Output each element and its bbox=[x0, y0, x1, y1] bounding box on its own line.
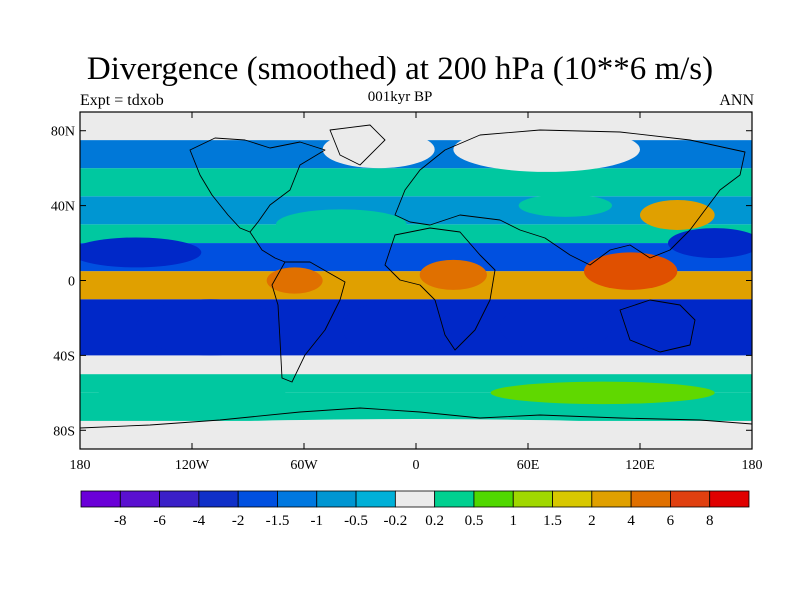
field-feature-15 bbox=[80, 419, 752, 449]
lat-tick-label-4: 80S bbox=[53, 424, 75, 439]
colorbar-label-10: 1 bbox=[509, 513, 517, 529]
field-band-8 bbox=[80, 196, 752, 225]
colorbar-swatch-8 bbox=[394, 490, 436, 508]
field-feature-4 bbox=[668, 228, 752, 259]
experiment-label: Expt = tdxob bbox=[80, 92, 164, 109]
coast-greenland bbox=[329, 124, 386, 166]
field-feature-12 bbox=[490, 381, 715, 405]
lon-tick-label-1: 120W bbox=[175, 458, 210, 473]
colorbar-label-5: -1 bbox=[311, 513, 324, 529]
colorbar-swatch-7 bbox=[355, 490, 396, 508]
colorbar-label-8: 0.2 bbox=[425, 513, 444, 529]
colorbar-swatch-4 bbox=[237, 490, 278, 508]
colorbar-label-3: -2 bbox=[232, 513, 245, 529]
colorbar-swatch-16 bbox=[709, 490, 750, 508]
colorbar-label-0: -8 bbox=[114, 513, 127, 529]
colorbar-label-11: 1.5 bbox=[543, 513, 562, 529]
coastlines bbox=[80, 124, 752, 429]
coast-australia bbox=[619, 299, 696, 353]
colorbar-label-15: 8 bbox=[706, 513, 714, 529]
coast-africa bbox=[384, 227, 496, 351]
colorbar-swatch-3 bbox=[198, 490, 239, 508]
colorbar-swatch-6 bbox=[316, 490, 357, 508]
colorbar-swatch-1 bbox=[119, 490, 160, 508]
lon-tick-label-0: 180 bbox=[70, 458, 91, 473]
coast-eurasia bbox=[394, 129, 746, 266]
field-feature-3 bbox=[80, 237, 202, 268]
colorbar-swatch-13 bbox=[591, 490, 632, 508]
colorbar-label-7: -0.2 bbox=[383, 513, 407, 529]
field-feature-1 bbox=[341, 301, 454, 354]
colorbar-swatch-10 bbox=[473, 490, 514, 508]
lon-tick-label-6: 180 bbox=[742, 458, 763, 473]
lat-tick-label-1: 40N bbox=[51, 200, 75, 215]
colorbar: -8 -6 -4 -2 -1.5 -1 -0.5 -0.2 0.2 0.5 1 1.5 2 4 6 8 bbox=[80, 490, 750, 529]
colorbar-label-12: 2 bbox=[588, 513, 596, 529]
field-feature-13 bbox=[322, 130, 435, 169]
colorbar-label-6: -0.5 bbox=[344, 513, 368, 529]
field-feature-6 bbox=[419, 259, 487, 290]
coast-south-america bbox=[271, 261, 346, 383]
colorbar-swatch-5 bbox=[277, 490, 318, 508]
coast-central-america bbox=[249, 231, 286, 263]
lon-tick-label-4: 60E bbox=[517, 458, 540, 473]
colorbar-swatch-2 bbox=[159, 490, 200, 508]
colorbar-label-2: -4 bbox=[193, 513, 206, 529]
colorbar-swatch-12 bbox=[552, 490, 593, 508]
colorbar-swatch-11 bbox=[512, 490, 553, 508]
divergence-field bbox=[80, 112, 752, 449]
field-feature-9 bbox=[640, 199, 715, 230]
colorbar-label-9: 0.5 bbox=[465, 513, 484, 529]
colorbar-swatch-0 bbox=[80, 490, 121, 508]
colorbar-label-4: -1.5 bbox=[266, 513, 290, 529]
field-feature-2 bbox=[500, 302, 612, 352]
coast-antarctica bbox=[80, 407, 752, 429]
lon-tick-label-5: 120E bbox=[625, 458, 655, 473]
field-band-7 bbox=[80, 224, 752, 244]
lat-tick-label-0: 80N bbox=[51, 125, 75, 140]
field-feature-7 bbox=[266, 267, 323, 294]
period-label: 001kyr BP bbox=[367, 89, 433, 105]
field-feature-14 bbox=[453, 126, 640, 172]
colorbar-swatch-14 bbox=[630, 490, 671, 508]
season-label: ANN bbox=[719, 92, 754, 109]
field-band-9 bbox=[80, 168, 752, 197]
lat-tick-label-2: 0 bbox=[68, 275, 75, 290]
axis-ticks: 80N 40N 0 40S 80S 180 120W 60W 0 60E 120E 180 bbox=[51, 112, 763, 473]
colorbar-swatch-9 bbox=[434, 490, 475, 508]
colorbar-label-1: -6 bbox=[153, 513, 166, 529]
coast-north-america bbox=[189, 137, 326, 233]
lon-tick-label-3: 0 bbox=[413, 458, 420, 473]
field-feature-0 bbox=[136, 299, 286, 356]
colorbar-label-14: 6 bbox=[667, 513, 675, 529]
field-feature-11 bbox=[98, 381, 286, 405]
field-feature-5 bbox=[584, 252, 678, 290]
colorbar-label-13: 4 bbox=[627, 513, 635, 529]
map-title: Divergence (smoothed) at 200 hPa (10**6 … bbox=[86, 51, 714, 87]
field-feature-10 bbox=[518, 194, 612, 217]
colorbar-swatch-15 bbox=[670, 490, 711, 508]
lat-tick-label-3: 40S bbox=[53, 349, 75, 364]
lon-tick-label-2: 60W bbox=[290, 458, 318, 473]
field-feature-8 bbox=[276, 209, 407, 240]
field-band-3 bbox=[80, 355, 752, 375]
